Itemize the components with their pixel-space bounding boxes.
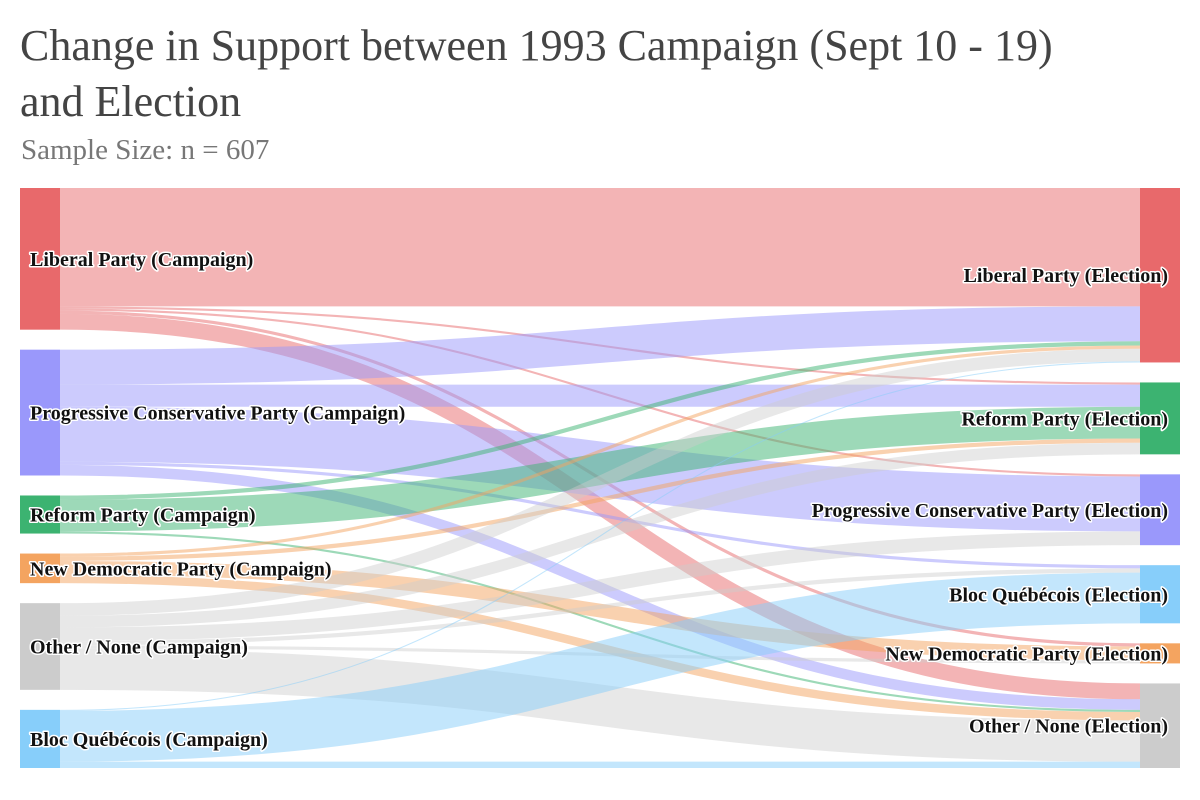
node-other-none-election[interactable]	[1140, 683, 1180, 768]
link-oth-to-oth[interactable]	[59, 648, 1141, 762]
link-ndp-to-ref[interactable]	[59, 438, 1141, 561]
node-progressive-conservative-party-campaign[interactable]	[20, 349, 60, 476]
node-label-reform-party-campaign: Reform Party (Campaign)	[30, 505, 256, 527]
node-label-other-none-campaign: Other / None (Campaign)	[30, 637, 248, 659]
node-label-liberal-party-election: Liberal Party (Election)	[964, 265, 1168, 287]
node-new-democratic-party-campaign[interactable]	[20, 553, 60, 584]
node-label-progressive-conservative-party-campaign: Progressive Conservative Party (Campaign…	[30, 403, 405, 425]
link-bq-to-lib[interactable]	[59, 361, 1141, 711]
link-oth-to-bq[interactable]	[59, 568, 1141, 646]
link-ndp-to-ndp[interactable]	[59, 560, 1141, 661]
sankey-labels: Liberal Party (Campaign) Progressive Cons…	[29, 247, 1170, 752]
node-label-liberal-party-campaign: Liberal Party (Campaign)	[30, 249, 253, 271]
node-bloc-qu-b-cois-campaign[interactable]	[20, 709, 60, 768]
node-liberal-party-election[interactable]	[1140, 188, 1180, 363]
node-label-progressive-conservative-party-election: Progressive Conservative Party (Election…	[812, 500, 1168, 522]
link-ndp-to-lib[interactable]	[59, 345, 1141, 557]
link-bq-to-bq[interactable]	[59, 572, 1141, 762]
node-liberal-party-campaign[interactable]	[20, 188, 60, 330]
sankey-nodes	[20, 188, 1180, 768]
node-label-new-democratic-party-campaign: New Democratic Party (Campaign)	[30, 558, 332, 580]
chart-subtitle: Sample Size: n = 607	[21, 134, 270, 166]
node-label-other-none-election: Other / None (Election)	[969, 716, 1168, 738]
link-pc-to-lib[interactable]	[59, 306, 1141, 385]
link-oth-to-pc[interactable]	[59, 531, 1141, 642]
link-ref-to-ref[interactable]	[59, 406, 1141, 532]
node-label-bloc-qu-b-cois-election: Bloc Québécois (Election)	[949, 584, 1168, 606]
node-other-none-campaign[interactable]	[20, 603, 60, 690]
node-label-reform-party-election: Reform Party (Election)	[961, 408, 1168, 430]
link-pc-to-bq[interactable]	[59, 461, 1141, 569]
node-progressive-conservative-party-election[interactable]	[1140, 474, 1180, 546]
sankey-links	[59, 187, 1141, 768]
node-bloc-qu-b-cois-election[interactable]	[1140, 565, 1180, 624]
node-reform-party-campaign[interactable]	[20, 495, 60, 534]
chart-title: Change in Support between 1993 Campaign …	[20, 21, 1053, 126]
link-oth-to-ref[interactable]	[59, 442, 1141, 628]
link-pc-to-oth[interactable]	[59, 464, 1141, 710]
link-ref-to-lib[interactable]	[59, 341, 1141, 500]
node-label-bloc-qu-b-cois-campaign: Bloc Québécois (Campaign)	[30, 729, 268, 751]
link-oth-to-lib[interactable]	[59, 348, 1141, 616]
link-lib-to-oth[interactable]	[59, 313, 1141, 700]
node-new-democratic-party-election[interactable]	[1140, 643, 1180, 664]
node-label-new-democratic-party-election: New Democratic Party (Election)	[885, 643, 1168, 665]
node-reform-party-election[interactable]	[1140, 382, 1180, 455]
